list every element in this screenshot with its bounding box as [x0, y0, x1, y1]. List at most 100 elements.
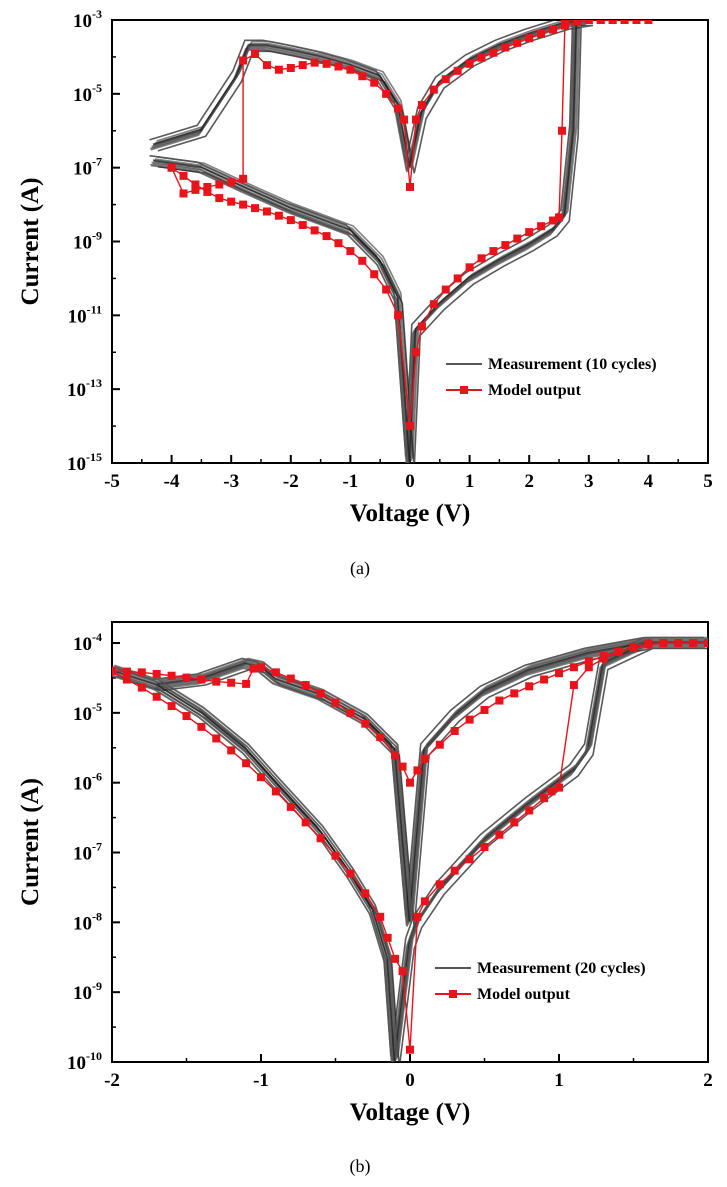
- x-tick-label: -2: [283, 471, 299, 492]
- y-tick-exponent: -10: [86, 1049, 102, 1063]
- model-point: [310, 58, 319, 67]
- model-point: [316, 834, 325, 843]
- model-point: [704, 639, 708, 648]
- y-tick-label: 10-5: [73, 81, 102, 106]
- model-point: [271, 787, 280, 796]
- model-point: [411, 115, 420, 124]
- model-point: [435, 740, 444, 749]
- model-point: [453, 66, 462, 75]
- y-tick-label: 10-10: [67, 1049, 102, 1074]
- model-point: [179, 171, 188, 180]
- model-point: [477, 53, 486, 62]
- model-point: [596, 20, 605, 24]
- y-tick-exponent: -6: [92, 770, 102, 784]
- model-point: [298, 61, 307, 70]
- y-tick-base: 10: [73, 634, 92, 655]
- model-point: [537, 29, 546, 38]
- model-point: [286, 674, 295, 683]
- model-point: [674, 639, 683, 648]
- y-tick-base: 10: [73, 983, 92, 1004]
- model-point: [584, 657, 593, 666]
- model-point: [167, 671, 176, 680]
- model-point: [358, 256, 367, 265]
- model-point: [212, 677, 221, 686]
- model-point: [549, 216, 558, 225]
- model-point: [547, 787, 556, 796]
- measurement-line: [154, 20, 582, 461]
- model-point: [495, 696, 504, 705]
- y-tick-exponent: -9: [92, 979, 102, 993]
- model-point: [182, 712, 191, 721]
- model-point: [310, 226, 319, 235]
- model-point: [152, 692, 161, 701]
- measurement-line: [112, 638, 708, 1059]
- y-tick-base: 10: [67, 454, 86, 475]
- model-point: [555, 669, 563, 678]
- y-tick-base: 10: [73, 774, 92, 795]
- legend: Measurement (20 cycles) Model output: [435, 960, 646, 1003]
- model-point: [376, 733, 385, 742]
- legend-label: Measurement (20 cycles): [477, 960, 646, 977]
- measurement-line: [112, 641, 708, 1061]
- model-point: [301, 818, 310, 827]
- model-point: [239, 56, 248, 65]
- model-point: [358, 72, 367, 81]
- model-point: [383, 933, 392, 942]
- model-point: [122, 667, 131, 676]
- model-point: [513, 234, 522, 243]
- y-tick-base: 10: [73, 704, 92, 725]
- model-point: [398, 762, 407, 771]
- x-tick-label: -4: [164, 471, 180, 492]
- model-point: [413, 766, 422, 775]
- model-point: [361, 889, 370, 898]
- model-point: [382, 89, 391, 98]
- y-tick-label: 10-7: [73, 840, 102, 865]
- model-point: [435, 880, 444, 889]
- model-point: [540, 794, 549, 803]
- model-point: [376, 912, 385, 921]
- y-tick-base: 10: [73, 233, 92, 254]
- legend: Measurement (10 cycles) Model output: [446, 356, 657, 399]
- y-tick-label: 10-15: [67, 450, 102, 475]
- model-point: [560, 21, 569, 30]
- model-point: [406, 778, 414, 787]
- model-point: [413, 912, 422, 921]
- x-tick-label: 1: [465, 471, 475, 492]
- model-point: [212, 734, 221, 743]
- model-point: [251, 49, 260, 58]
- model-point: [477, 254, 486, 263]
- model-point: [331, 698, 340, 707]
- model-point: [557, 126, 566, 135]
- model-point: [361, 719, 370, 728]
- model-point: [322, 232, 331, 241]
- y-tick-exponent: -15: [86, 450, 102, 464]
- model-point: [122, 675, 131, 684]
- x-tick-label: 2: [703, 1070, 713, 1091]
- y-tick-label: 10-8: [73, 909, 102, 934]
- model-point: [215, 180, 224, 189]
- model-point: [274, 211, 283, 220]
- model-point: [629, 643, 638, 652]
- model-point: [286, 216, 295, 225]
- model-point: [346, 708, 355, 717]
- model-point: [227, 197, 236, 206]
- x-tick-label: -2: [104, 1070, 120, 1091]
- model-point: [298, 220, 307, 229]
- model-point: [370, 78, 379, 87]
- chart-a: -5 -4 -3 -2 -1 0 1 2 3 4 510-1510-1310-1110-910-71…: [17, 7, 713, 579]
- model-point: [249, 664, 258, 673]
- y-tick-base: 10: [68, 306, 87, 327]
- model-point: [549, 25, 558, 34]
- model-point: [501, 241, 510, 250]
- model-point: [152, 670, 161, 679]
- legend-label: Measurement (10 cycles): [488, 356, 657, 373]
- model-point: [480, 705, 489, 714]
- y-tick-label: 10-7: [73, 155, 102, 180]
- model-point: [584, 663, 593, 672]
- model-point: [420, 754, 429, 763]
- model-point: [525, 34, 534, 43]
- y-tick-exponent: -11: [87, 302, 102, 316]
- model-point: [465, 263, 474, 272]
- model-point: [584, 20, 593, 24]
